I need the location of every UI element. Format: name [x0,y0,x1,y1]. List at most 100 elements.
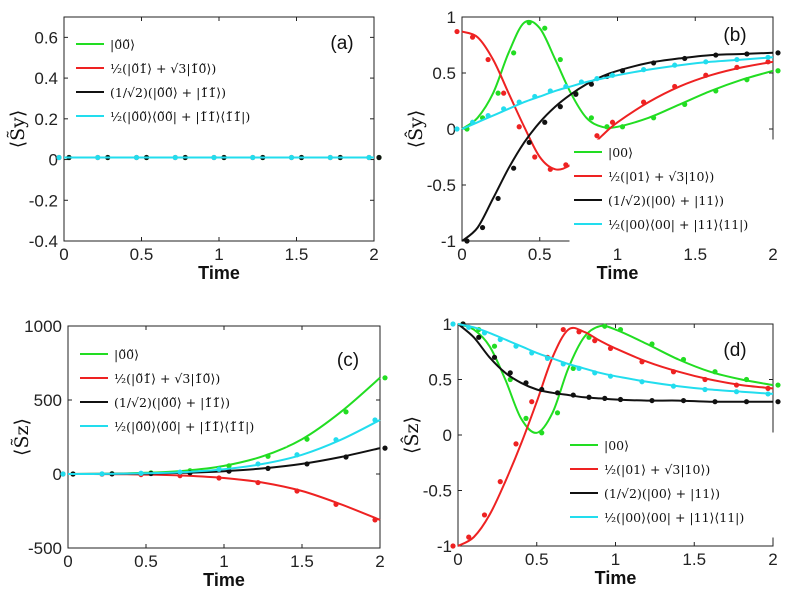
x-tick-label: 0 [453,550,462,569]
data-point-cyan [501,106,507,112]
data-point-green [602,323,608,329]
y-tick-label: -1 [441,232,456,251]
legend-entry: |0̃0̃⟩ [110,37,135,52]
panel-label: (c) [337,350,359,371]
x-axis-label: Time [597,263,639,283]
data-point-red [607,345,614,352]
legend-entry: ½(|0̃1̃⟩ + √3|1̃0̃⟩) [110,61,216,76]
data-point-cyan [703,59,709,65]
data-point-black [526,139,532,146]
x-tick-label: 1.5 [683,245,707,264]
series-line-red [457,326,774,547]
data-point-black [570,392,576,398]
data-point-green [604,124,610,130]
data-point-red [672,83,678,90]
series-line-green [457,323,774,434]
data-point-black [573,91,579,97]
series-line-black [457,323,773,403]
data-point-cyan [702,386,708,393]
y-tick-label: 1 [443,315,452,334]
legend-entry: ½(|00⟩⟨00| + |11⟩⟨11|) [604,510,744,525]
data-point-cyan [56,154,62,161]
data-point-green [226,463,232,469]
data-point-cyan [211,154,217,161]
data-point-red [563,162,569,168]
x-tick-label: 2 [768,245,777,264]
y-tick-label: 0 [443,426,452,445]
data-point-black [651,60,657,66]
data-point-green [554,410,561,416]
data-point-red [639,359,645,365]
y-tick-label: 0 [53,465,62,484]
data-point-cyan [765,391,771,397]
data-point-cyan [560,361,566,367]
panel-label: (a) [330,33,353,54]
data-point-black [542,119,548,125]
series-line-red [67,473,381,521]
y-tick-label: 0.4 [34,69,58,88]
data-point-black [382,445,388,451]
data-point-green [343,409,349,415]
y-tick-label: -0.2 [29,191,58,210]
data-point-red [765,385,771,391]
data-point-green [523,415,529,421]
data-point-cyan [670,383,677,389]
data-point-black [588,81,595,87]
legend-entry: ½(|0̃1̃⟩ + √3|1̃0̃⟩) [114,371,220,386]
data-point-cyan [529,350,535,356]
data-point-cyan [594,76,600,82]
data-point-green [680,356,687,363]
data-point-green [712,369,718,375]
data-point-cyan [466,324,472,330]
legend: |00⟩ ½(|01⟩ + √3|10⟩) (1/√2)(|00⟩ + |11⟩) ½… [565,432,774,538]
data-point-black [476,334,482,340]
y-tick-label: -0.4 [29,232,58,251]
data-point-green [713,88,719,94]
panel-label: (b) [723,25,746,46]
x-tick-label: 2 [369,245,378,264]
data-point-red [670,369,677,375]
data-point-red [702,376,708,383]
x-tick-label: 1.5 [290,552,314,571]
data-point-red [450,543,456,549]
data-point-black [619,68,626,74]
data-point-black [507,370,513,376]
data-point-cyan [592,370,598,376]
data-point-cyan [288,154,295,161]
data-point-cyan [60,471,66,477]
data-point-red [529,399,535,405]
x-tick-label: 0.5 [528,245,552,264]
data-point-cyan [576,365,582,371]
data-point-cyan [516,99,522,105]
legend-box [569,139,776,245]
legend-entry: ½(|00⟩⟨00| + |11⟩⟨11|) [608,217,748,232]
data-point-red [294,488,300,494]
data-point-green [649,341,655,347]
data-point-black [265,465,271,471]
data-point-cyan [481,330,488,336]
legend-entry: |00⟩ [604,438,629,453]
data-point-black [586,394,592,400]
x-axis-label: Time [203,570,245,590]
legend: |0̃0̃⟩ ½(|0̃1̃⟩ + √3|1̃0̃⟩) (1/√2)(|0̃0̃⟩ … [75,341,287,447]
series-line-cyan [457,323,774,395]
data-point-cyan [138,470,144,476]
data-point-red [177,473,183,479]
y-tick-label: -0.5 [427,176,456,195]
data-point-green [619,124,626,130]
x-axis-label: Time [595,568,637,588]
data-point-red [333,501,339,507]
data-point-green [491,343,498,349]
data-point-red [497,479,503,485]
data-point-green [743,376,750,383]
data-point-green [744,77,750,83]
data-point-cyan [639,379,645,385]
data-point-cyan [454,126,460,132]
x-tick-label: 1.5 [285,245,309,264]
data-point-cyan [95,154,101,161]
data-point-green [542,25,548,31]
data-point-cyan [327,154,333,161]
data-point-cyan [641,67,647,73]
y-tick-label: 0 [447,120,456,139]
y-tick-label: 0.2 [34,110,58,129]
